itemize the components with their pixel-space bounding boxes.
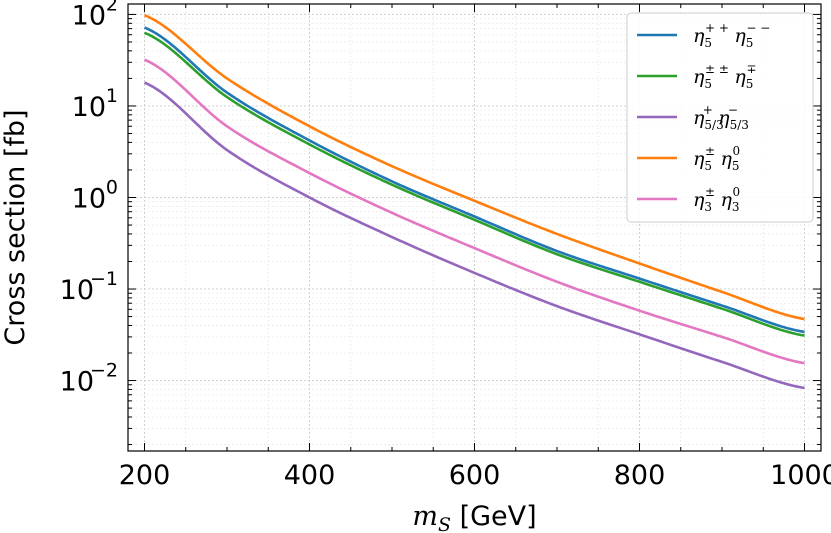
legend-label: η5± ± η5∓ xyxy=(693,62,756,91)
x-tick-label: 1000 xyxy=(770,460,831,491)
legend-label: η3± η30 xyxy=(693,185,740,214)
y-tick-base: 10 xyxy=(72,183,106,214)
x-tick-labels: 200 400 600 800 1000 xyxy=(119,460,831,491)
x-tick-label: 200 xyxy=(119,460,171,491)
y-tick-base: 10 xyxy=(60,367,94,398)
x-axis-label: mS [GeV] xyxy=(412,501,536,533)
series-line-eta5pm_eta50 xyxy=(143,14,805,321)
x-axis-unit: [GeV] xyxy=(460,501,537,532)
legend-label: η5± η50 xyxy=(693,144,740,173)
y-tick-base: 10 xyxy=(72,92,106,123)
series-line-eta5pmpm_eta5mp xyxy=(143,31,805,337)
y-axis-label: Cross section [fb] xyxy=(0,109,31,345)
y-tick-base: 10 xyxy=(72,0,106,31)
legend-label: η5+ + η5− − xyxy=(693,21,770,50)
y-tick-exponent: −1 xyxy=(90,268,118,290)
y-tick-exponent: 2 xyxy=(106,0,118,15)
legend-entry: η5± ± η5∓ xyxy=(637,62,756,91)
y-tick-label: −210 xyxy=(60,360,118,398)
y-tick-label: 210 xyxy=(72,0,118,31)
legend-entry: η5/3+ η5/3− xyxy=(637,103,749,132)
x-axis-symbol: m xyxy=(412,501,438,532)
y-tick-base: 10 xyxy=(60,275,94,306)
x-tick-label: 600 xyxy=(449,460,501,491)
series-lines xyxy=(143,14,805,390)
series-line-eta5pp_eta5mm xyxy=(143,26,805,334)
x-axis-subscript: S xyxy=(438,514,451,533)
x-tick-label: 800 xyxy=(614,460,666,491)
legend-entry: η5± η50 xyxy=(637,144,740,173)
y-tick-label: 010 xyxy=(72,176,118,214)
legend: η5+ + η5− − η5± ± η5∓ η5/3+ η5/3− η5± η50 η3… xyxy=(626,12,814,223)
x-tick-label: 400 xyxy=(284,460,336,491)
ticks xyxy=(128,4,821,451)
legend-box xyxy=(626,12,814,223)
y-tick-label: 110 xyxy=(72,85,118,123)
series-line-eta3pm_eta30 xyxy=(143,58,805,365)
y-tick-label: −110 xyxy=(60,268,118,306)
y-tick-exponent: −2 xyxy=(90,360,118,382)
series-line-eta53p_eta53m xyxy=(143,81,805,390)
legend-entry: η5+ + η5− − xyxy=(637,21,770,50)
legend-entry: η3± η30 xyxy=(637,185,740,214)
y-tick-exponent: 0 xyxy=(106,176,118,198)
y-tick-exponent: 1 xyxy=(106,85,118,107)
legend-label: η5/3+ η5/3− xyxy=(693,103,749,132)
